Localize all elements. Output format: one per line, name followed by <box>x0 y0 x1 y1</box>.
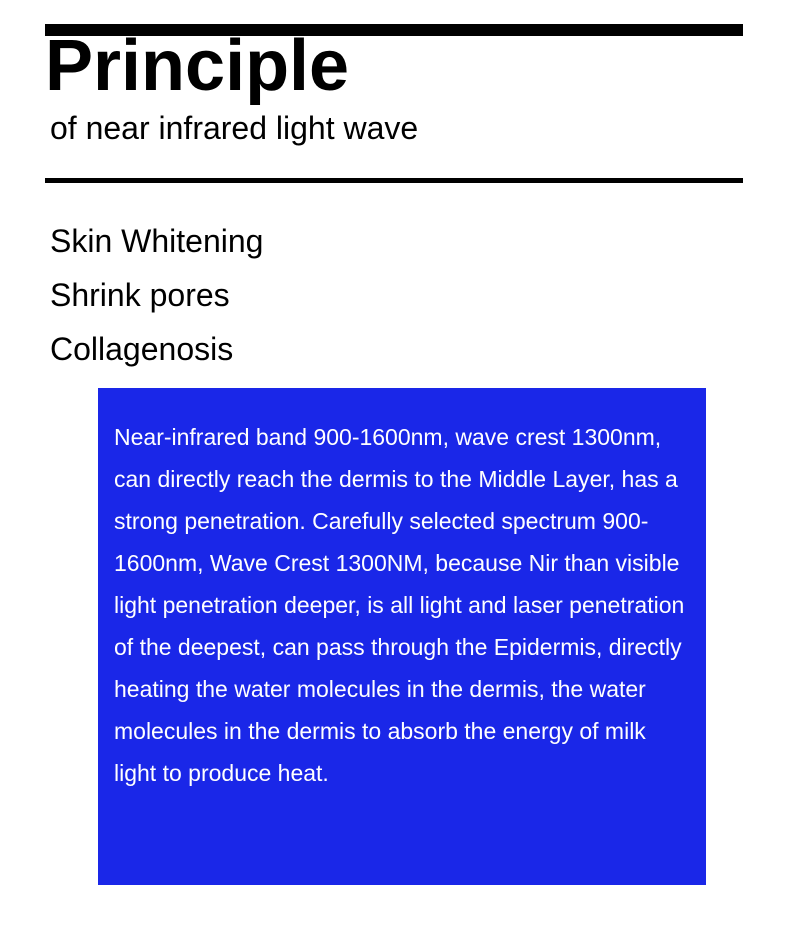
description-box: Near-infrared band 900-1600nm, wave cres… <box>98 388 706 885</box>
bullet-item: Skin Whitening <box>50 215 263 269</box>
page: Principle of near infrared light wave Sk… <box>0 0 790 928</box>
bullet-item: Shrink pores <box>50 269 263 323</box>
divider-mid <box>45 178 743 183</box>
bullet-item: Collagenosis <box>50 323 263 377</box>
description-text: Near-infrared band 900-1600nm, wave cres… <box>114 416 690 794</box>
page-subtitle: of near infrared light wave <box>50 112 418 144</box>
page-title: Principle <box>45 30 349 102</box>
bullet-list: Skin Whitening Shrink pores Collagenosis <box>50 215 263 376</box>
